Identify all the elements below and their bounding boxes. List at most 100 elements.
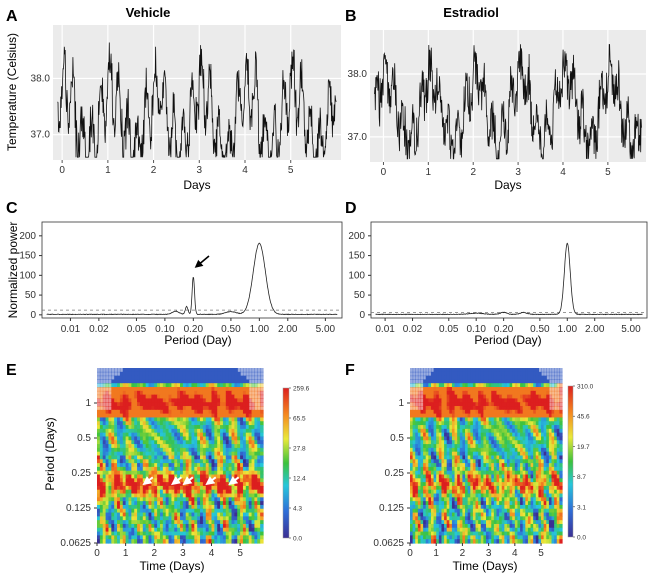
heat-cell: [188, 444, 193, 449]
heat-cell: [417, 394, 422, 400]
heat-cell: [546, 482, 550, 487]
tick-label-x: 0.02: [89, 324, 109, 335]
heat-cell: [533, 368, 537, 373]
heat-cell: [496, 444, 500, 449]
heat-cell: [499, 428, 503, 434]
heat-cell: [168, 531, 173, 536]
heat-cell: [114, 470, 118, 476]
heat-cell: [486, 440, 490, 445]
heat-cell: [228, 516, 233, 521]
heat-cell: [546, 474, 550, 479]
heat-cell: [148, 531, 152, 536]
heat-cell: [415, 368, 419, 373]
heat-cell: [145, 417, 150, 422]
heat-cell: [182, 379, 187, 384]
heat-cell: [157, 413, 161, 419]
heat-cell: [165, 485, 170, 491]
heat-cell: [446, 387, 450, 392]
heat-cell: [254, 406, 258, 411]
heat-cell: [171, 459, 175, 464]
heat-cell: [509, 409, 513, 415]
heat-cell: [509, 398, 513, 403]
heat-cell: [480, 387, 484, 392]
heat-cell: [228, 383, 233, 388]
heat-cell: [520, 375, 524, 381]
heat-cell: [157, 539, 161, 544]
heat-cell: [522, 466, 526, 472]
heat-cell: [154, 520, 158, 525]
heat-cell: [430, 413, 435, 419]
heat-cell: [257, 508, 261, 514]
heat-cell: [214, 413, 218, 419]
heat-cell: [102, 497, 107, 502]
heat-cell: [108, 444, 112, 449]
heat-cell: [111, 440, 115, 445]
colorbar-tick-label: 259.6: [293, 386, 310, 393]
heat-cell: [556, 485, 560, 491]
heat-cell: [457, 428, 461, 434]
heat-cell: [225, 527, 230, 533]
heat-cell: [205, 512, 210, 517]
heat-cell: [470, 383, 474, 388]
heat-cell: [512, 406, 516, 411]
heat-cell: [517, 489, 521, 495]
heat-cell: [208, 463, 213, 468]
heat-cell: [211, 368, 215, 373]
heat-cell: [551, 409, 555, 415]
heat-cell: [159, 466, 164, 472]
heat-cell: [475, 375, 479, 381]
heat-cell: [122, 428, 127, 434]
heat-cell: [202, 523, 207, 529]
heat-cell: [423, 409, 427, 415]
heat-cell: [522, 428, 526, 434]
heat-cell: [205, 368, 210, 373]
heat-cell: [556, 398, 560, 403]
heat-cell: [211, 455, 215, 460]
heat-cell: [420, 379, 424, 384]
heat-cell: [548, 436, 553, 441]
heat-cell: [174, 489, 178, 495]
heat-cell: [554, 387, 558, 392]
heat-cell: [522, 421, 526, 426]
heat-cell: [467, 478, 471, 483]
heat-cell: [134, 470, 138, 476]
heat-cell: [527, 489, 532, 495]
heat-cell: [171, 539, 175, 544]
heat-cell: [188, 466, 193, 472]
heat-cell: [165, 451, 170, 457]
heat-cell: [99, 535, 104, 540]
heat-cell: [556, 428, 560, 434]
heat-cell: [512, 444, 516, 449]
heat-cell: [119, 444, 124, 449]
heat-cell: [254, 409, 258, 415]
heat-cell: [541, 387, 545, 392]
heat-cell: [194, 482, 198, 487]
heat-cell: [191, 379, 195, 384]
heat-cell: [543, 455, 547, 460]
heat-cell: [454, 485, 458, 491]
heat-cell: [486, 371, 490, 377]
heat-cell: [157, 432, 161, 438]
heat-cell: [231, 497, 235, 502]
heat-cell: [128, 516, 132, 521]
heat-cell: [251, 455, 256, 460]
heat-cell: [157, 428, 161, 434]
heat-cell: [559, 387, 563, 392]
heat-cell: [191, 493, 195, 498]
heat-cell: [99, 508, 104, 514]
heat-cell: [496, 440, 500, 445]
heat-cell: [97, 394, 101, 400]
heat-cell: [257, 402, 261, 407]
heat-cell: [533, 485, 537, 491]
heat-cell: [254, 444, 258, 449]
heat-cell: [512, 459, 516, 464]
heat-cell: [248, 421, 253, 426]
heat-cell: [248, 387, 253, 392]
heat-cell: [99, 474, 104, 479]
heat-cell: [548, 398, 553, 403]
heat-cell: [415, 482, 419, 487]
heat-cell: [420, 485, 424, 491]
heat-cell: [486, 368, 490, 373]
heat-cell: [125, 455, 130, 460]
tick-label-y: 37.0: [31, 130, 51, 141]
